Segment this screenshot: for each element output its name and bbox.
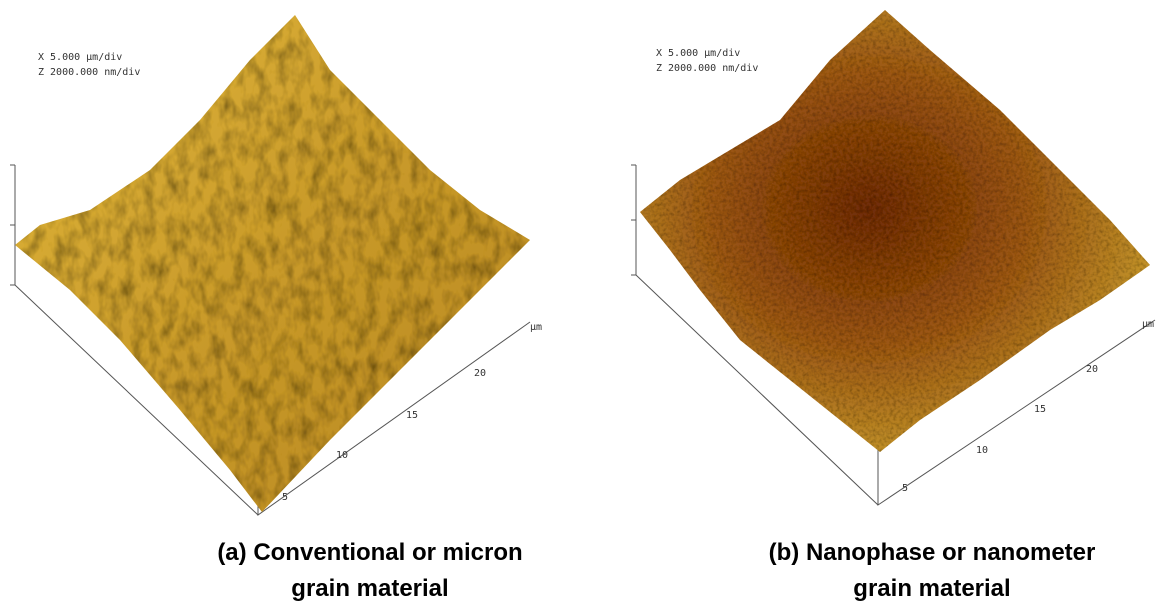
axis-tick: 15 xyxy=(1034,404,1046,415)
axis-tick: 10 xyxy=(976,445,988,456)
caption: grain material xyxy=(853,575,1010,602)
scale-x: X 5.000 µm/div xyxy=(656,48,740,59)
figure: X 5.000 µm/div Z 2000.000 nm/div 5 10 15… xyxy=(0,0,1160,608)
axis-tick: 5 xyxy=(282,492,288,503)
axis-tick: 20 xyxy=(1086,364,1098,375)
caption: (a) Conventional or micron xyxy=(217,539,522,566)
axis-tick: 5 xyxy=(902,483,908,494)
scale-z: Z 2000.000 nm/div xyxy=(656,63,758,74)
caption: grain material xyxy=(291,575,448,602)
axis-tick: 10 xyxy=(336,450,348,461)
axis-tick: 20 xyxy=(474,368,486,379)
surface xyxy=(15,15,530,512)
panel-a: X 5.000 µm/div Z 2000.000 nm/div 5 10 15… xyxy=(10,15,542,602)
caption: (b) Nanophase or nanometer xyxy=(769,539,1096,566)
scale-x: X 5.000 µm/div xyxy=(38,52,122,63)
axis-tick: 15 xyxy=(406,410,418,421)
panel-b: X 5.000 µm/div Z 2000.000 nm/div 5 10 15… xyxy=(631,10,1155,602)
surface xyxy=(640,10,1150,452)
axis-unit: µm xyxy=(1142,319,1154,330)
scale-z: Z 2000.000 nm/div xyxy=(38,67,140,78)
axis-unit: µm xyxy=(530,322,542,333)
